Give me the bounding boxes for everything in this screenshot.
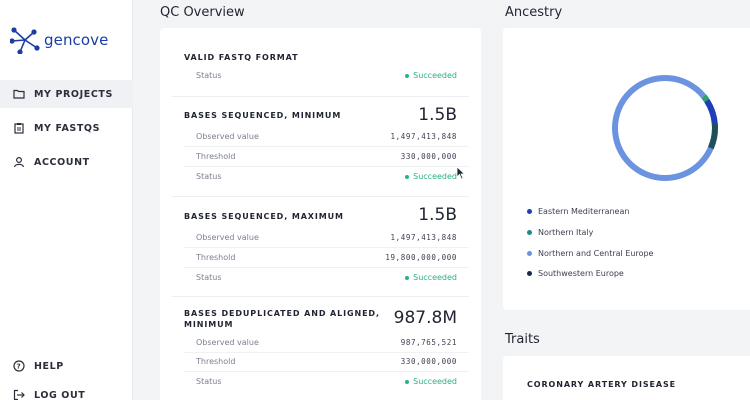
mouse-cursor-icon xyxy=(456,166,466,180)
legend-label: Southwestern Europe xyxy=(538,269,624,278)
help-icon: ? xyxy=(12,359,26,373)
row-divider xyxy=(184,371,469,372)
qc-big-value: 987.8M xyxy=(393,308,457,328)
threshold-value: 19,800,000,000 xyxy=(385,253,457,262)
legend-item: Northern and Central Europe xyxy=(527,249,653,258)
threshold-label: Threshold xyxy=(196,253,236,262)
threshold-label: Threshold xyxy=(196,152,236,161)
ancestry-title: Ancestry xyxy=(505,5,563,20)
status-text: Succeeded xyxy=(413,71,457,80)
legend-item: Southwestern Europe xyxy=(527,269,624,278)
status-badge: Succeeded xyxy=(405,377,457,386)
status-badge: Succeeded xyxy=(405,172,457,181)
sidebar-item-label: HELP xyxy=(34,360,64,372)
trait-item-name[interactable]: CORONARY ARTERY DISEASE xyxy=(527,380,676,389)
sidebar-item-my-fastqs[interactable]: MY FASTQS xyxy=(0,114,133,142)
sidebar-item-label: LOG OUT xyxy=(34,389,86,400)
qc-check-name: BASES SEQUENCED, MINIMUM xyxy=(184,111,342,120)
legend-dot xyxy=(527,230,532,235)
traits-card: CORONARY ARTERY DISEASE xyxy=(503,356,750,400)
sidebar-item-label: MY FASTQS xyxy=(34,122,101,134)
donut-segment-southwestern-europe[interactable] xyxy=(708,123,718,150)
sidebar-item-label: MY PROJECTS xyxy=(34,88,113,100)
legend-label: Northern and Central Europe xyxy=(538,249,654,258)
qc-overview-title: QC Overview xyxy=(160,5,245,20)
status-dot-icon xyxy=(405,379,410,384)
row-divider xyxy=(184,146,469,147)
legend-dot xyxy=(527,251,532,256)
svg-text:?: ? xyxy=(17,363,22,371)
status-text: Succeeded xyxy=(413,172,457,181)
divider xyxy=(172,96,469,97)
qc-big-value: 1.5B xyxy=(418,105,457,125)
observed-value: 1,497,413,848 xyxy=(390,132,457,141)
threshold-value: 330,000,000 xyxy=(400,357,457,366)
observed-value: 1,497,413,848 xyxy=(390,233,457,242)
legend-item: Eastern Mediterranean xyxy=(527,207,629,216)
row-divider xyxy=(184,352,469,353)
legend-item: Northern Italy xyxy=(527,228,593,237)
threshold-value: 330,000,000 xyxy=(400,152,457,161)
sidebar-item-my-projects[interactable]: MY PROJECTS xyxy=(0,80,133,108)
ancestry-card: Eastern Mediterranean Northern Italy Nor… xyxy=(503,28,750,310)
sidebar-item-label: ACCOUNT xyxy=(34,156,90,168)
clipboard-icon xyxy=(12,121,26,135)
status-text: Succeeded xyxy=(413,273,457,282)
folder-icon xyxy=(12,87,26,101)
status-badge: Succeeded xyxy=(405,71,457,80)
qc-big-value: 1.5B xyxy=(418,205,457,225)
status-badge: Succeeded xyxy=(405,273,457,282)
ancestry-donut-chart[interactable] xyxy=(610,68,720,188)
status-dot-icon xyxy=(405,174,410,179)
row-divider xyxy=(184,166,469,167)
user-icon xyxy=(12,155,26,169)
observed-label: Observed value xyxy=(196,132,259,141)
row-divider xyxy=(184,267,469,268)
legend-dot xyxy=(527,209,532,214)
donut-segment-eastern-mediterranean[interactable] xyxy=(704,98,718,125)
sidebar-item-account[interactable]: ACCOUNT xyxy=(0,148,133,176)
threshold-label: Threshold xyxy=(196,357,236,366)
sidebar-item-help[interactable]: ? HELP xyxy=(0,352,133,380)
sidebar: gencove MY PROJECTS MY FASTQS ACCOUNT ? … xyxy=(0,0,133,400)
status-label: Status xyxy=(196,172,222,181)
qc-check-name: BASES SEQUENCED, MAXIMUM xyxy=(184,212,344,221)
traits-title: Traits xyxy=(505,332,540,347)
brand-name: gencove xyxy=(44,31,109,49)
qc-check-name: VALID FASTQ FORMAT xyxy=(184,53,299,62)
observed-label: Observed value xyxy=(196,233,259,242)
observed-label: Observed value xyxy=(196,338,259,347)
status-label: Status xyxy=(196,273,222,282)
legend-label: Eastern Mediterranean xyxy=(538,207,630,216)
gencove-logo-icon xyxy=(10,27,40,54)
observed-value: 987,765,521 xyxy=(400,338,457,347)
legend-dot xyxy=(527,271,532,276)
logout-icon xyxy=(12,388,26,400)
status-dot-icon xyxy=(405,275,410,280)
row-divider xyxy=(184,247,469,248)
status-label: Status xyxy=(196,71,222,80)
qc-check-name: BASES DEDUPLICATED AND ALIGNED, MINIMUM xyxy=(184,309,380,329)
donut-segment-northern-central-europe[interactable] xyxy=(612,75,718,181)
legend-label: Northern Italy xyxy=(538,228,594,237)
gencove-logo[interactable]: gencove xyxy=(10,26,109,54)
donut-segment-northern-italy[interactable] xyxy=(701,94,710,103)
qc-overview-card: VALID FASTQ FORMAT Status Succeeded BASE… xyxy=(160,28,481,400)
status-text: Succeeded xyxy=(413,377,457,386)
divider xyxy=(172,296,469,297)
status-dot-icon xyxy=(405,73,410,78)
status-label: Status xyxy=(196,377,222,386)
divider xyxy=(172,196,469,197)
sidebar-item-log-out[interactable]: LOG OUT xyxy=(0,381,133,400)
